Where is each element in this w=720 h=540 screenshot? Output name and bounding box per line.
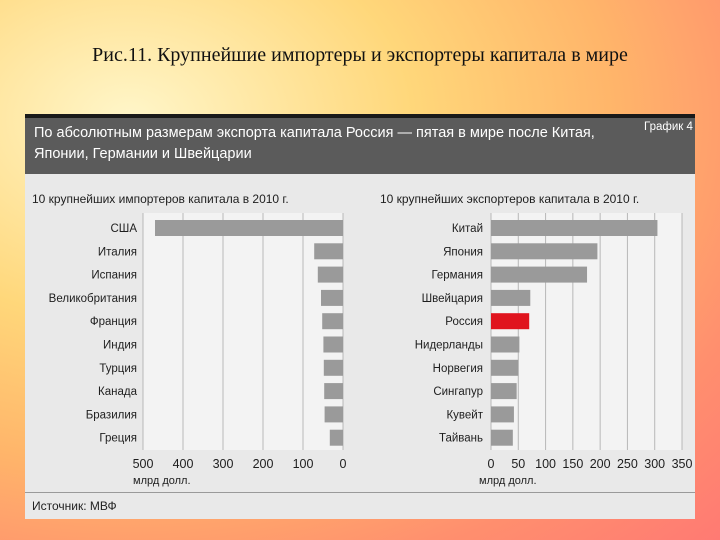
exporters-tick-label: 200 (590, 457, 611, 471)
importers-bar (324, 383, 343, 400)
exporters-bar (491, 406, 514, 423)
charts-svg: 10 крупнейших импортеров капитала в 2010… (32, 192, 693, 487)
importers-category-label: США (110, 223, 137, 235)
exporters-chart-title: 10 крупнейших экспортеров капитала в 201… (380, 192, 639, 206)
exporters-bar (491, 243, 598, 260)
exporters-tick-label: 100 (535, 457, 556, 471)
importers-category-label: Италия (98, 246, 137, 258)
exporters-bar (491, 313, 530, 330)
importers-bar (323, 359, 343, 376)
importers-tick-label: 100 (293, 457, 314, 471)
exporters-category-label: Нидерланды (415, 340, 483, 352)
header-band: По абсолютным размерам экспорта капитала… (25, 118, 695, 174)
importers-bar (314, 243, 343, 260)
infographic-header: По абсолютным размерам экспорта капитала… (34, 125, 595, 162)
importers-category-label: Греция (99, 433, 137, 445)
importers-category-label: Бразилия (86, 409, 137, 421)
importers-chart-title: 10 крупнейших импортеров капитала в 2010… (32, 192, 289, 206)
importers-category-label: Франция (90, 316, 137, 328)
importers-axis-label: млрд долл. (133, 475, 191, 487)
importers-category-label: Испания (91, 270, 137, 282)
exporters-tick-label: 300 (644, 457, 665, 471)
infographic-panel: По абсолютным размерам экспорта капитала… (25, 114, 695, 519)
chart-number: График 4 (644, 121, 693, 133)
exporters-bar (491, 289, 531, 306)
importers-bar (329, 429, 343, 446)
importers-category-label: Индия (103, 340, 137, 352)
exporters-category-label: Германия (431, 270, 483, 282)
importers-category-label: Канада (98, 386, 138, 398)
exporters-category-label: Китай (452, 223, 483, 235)
slide-title: Рис.11. Крупнейшие импортеры и экспортер… (92, 44, 628, 66)
importers-plot-area (143, 213, 343, 450)
exporters-bar (491, 429, 513, 446)
importers-tick-label: 500 (133, 457, 154, 471)
exporters-axis-label: млрд долл. (479, 475, 537, 487)
importers-bar (323, 336, 343, 353)
exporters-bar (491, 220, 658, 236)
exporters-tick-label: 150 (562, 457, 583, 471)
exporters-tick-label: 350 (672, 457, 693, 471)
exporters-bar (491, 336, 520, 353)
source-note: Источник: МВФ (32, 499, 117, 513)
exporters-tick-label: 50 (511, 457, 525, 471)
importers-tick-label: 400 (173, 457, 194, 471)
importers-bar (155, 220, 343, 236)
importers-tick-label: 0 (340, 457, 347, 471)
exporters-bar (491, 266, 588, 283)
exporters-category-label: Россия (445, 316, 483, 328)
importers-tick-label: 300 (213, 457, 234, 471)
exporters-category-label: Тайвань (439, 433, 483, 445)
exporters-bar (491, 359, 519, 376)
exporters-tick-label: 0 (488, 457, 495, 471)
importers-category-label: Турция (99, 363, 137, 375)
importers-tick-label: 200 (253, 457, 274, 471)
exporters-bar (491, 383, 517, 400)
exporters-category-label: Швейцария (422, 293, 483, 305)
exporters-category-label: Норвегия (433, 363, 483, 375)
importers-bar (317, 266, 343, 283)
exporters-category-label: Сингапур (433, 386, 483, 398)
exporters-category-label: Кувейт (446, 409, 483, 421)
importers-category-label: Великобритания (49, 293, 137, 305)
importers-bar (322, 313, 343, 330)
importers-bar (324, 406, 343, 423)
exporters-category-label: Япония (443, 246, 483, 258)
source-divider (25, 492, 695, 493)
importers-bar (321, 289, 343, 306)
exporters-tick-label: 250 (617, 457, 638, 471)
